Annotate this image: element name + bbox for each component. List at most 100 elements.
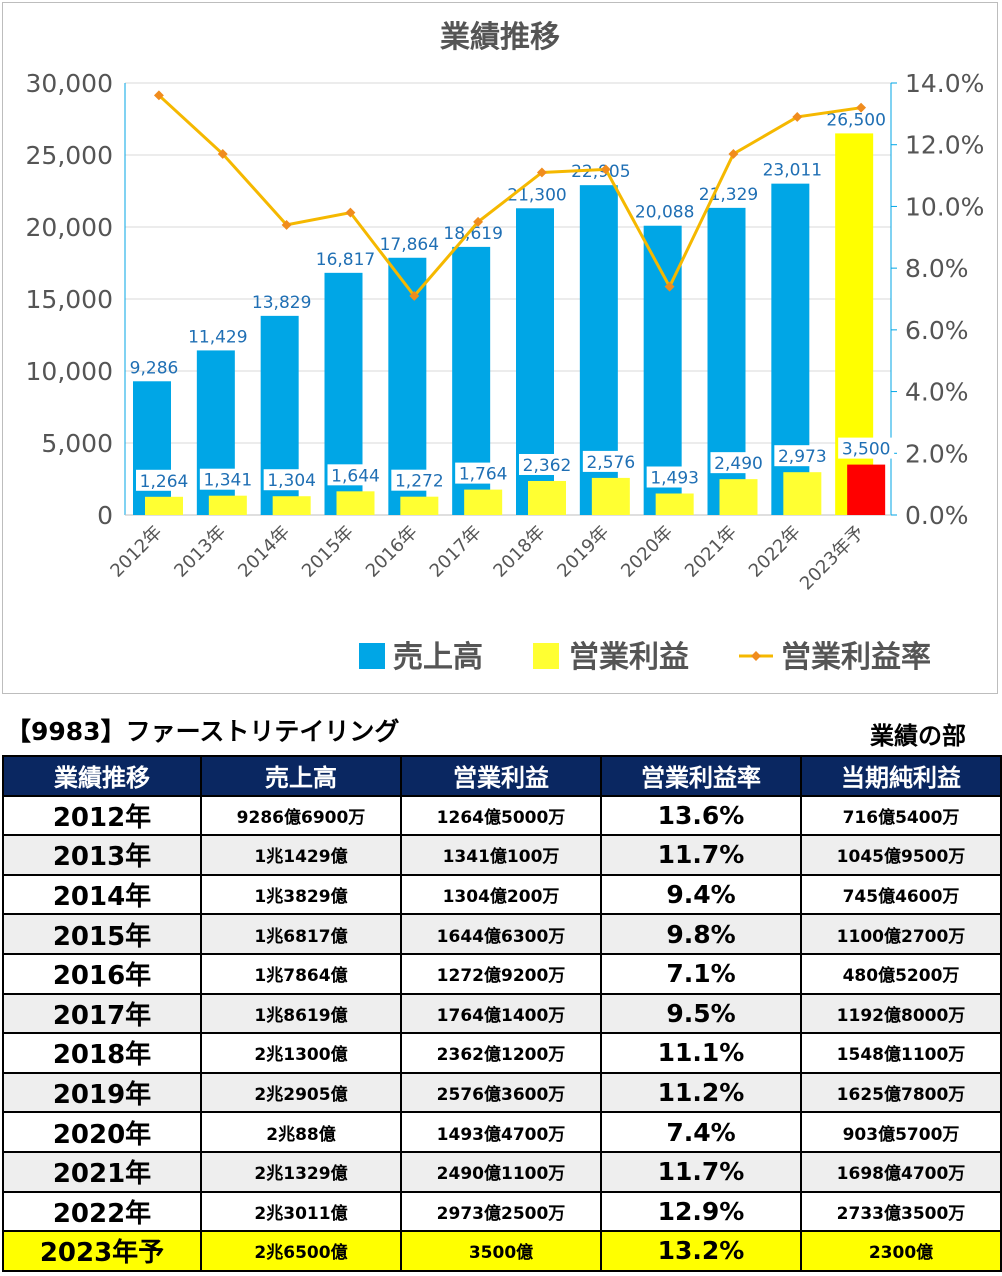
cell-revenue: 1兆6817億: [200, 913, 402, 955]
operating-profit-bar: [400, 496, 439, 515]
performance-chart: 業績推移 0 5,000 10,000 15,000 20,000 25,000 30,000…: [26, 20, 985, 675]
operating-profit-bar: [464, 489, 503, 515]
legend-marker-operating-margin: [751, 651, 761, 661]
profit-label-bg: [710, 452, 767, 474]
operating-profit-data-label: 1,644: [331, 466, 380, 486]
cell-net-income: 745億4600万: [800, 873, 1002, 916]
cell-operating-margin: 11.7%: [600, 834, 802, 876]
cell-period: 2021年: [2, 1150, 202, 1193]
col-header-net-income: 当期純利益: [800, 755, 1002, 797]
x-tick-label: 2023年予: [796, 522, 869, 595]
operating-margin-point: [728, 149, 739, 159]
table-row: 2020年 2兆88億 1493億4700万 7.4% 903億5700万: [2, 1111, 1002, 1153]
x-tick-label: 2022年: [745, 522, 805, 582]
cell-revenue: 1兆3829億: [200, 873, 402, 916]
profit-label-bg: [391, 469, 448, 491]
table-row: 2012年 9286億6900万 1264億5000万 13.6% 716億5400万: [2, 794, 1002, 837]
operating-margin-point: [600, 164, 611, 175]
revenue-data-label: 26,500: [826, 110, 885, 130]
cell-operating-margin: 11.1%: [600, 1032, 802, 1074]
table-row: 2014年 1兆3829億 1304億200万 9.4% 745億4600万: [2, 873, 1002, 916]
section-label: 業績の部: [870, 722, 966, 750]
y-tick-label: 10,000: [26, 357, 113, 386]
performance-table: 業績推移 売上高 営業利益 営業利益率 当期純利益 2012年 9286億6900…: [2, 755, 1002, 1272]
cell-period: 2020年: [2, 1111, 202, 1153]
cell-period: 2019年: [2, 1071, 202, 1114]
table-row: 2022年 2兆3011億 2973億2500万 12.9% 2733億3500万: [2, 1190, 1002, 1233]
cell-period: 2018年: [2, 1032, 202, 1074]
chart-panel: 業績推移 0 5,000 10,000 15,000 20,000 25,000 30,000…: [2, 2, 998, 694]
cell-operating-margin: 9.4%: [600, 873, 802, 916]
operating-margin-point: [473, 216, 484, 227]
revenue-data-label: 23,011: [763, 161, 822, 181]
y-tick-label: 30,000: [26, 69, 113, 98]
y-tick-label: 20,000: [26, 213, 113, 242]
cell-revenue: 1兆1429億: [200, 834, 402, 876]
cell-operating-profit: 1644億6300万: [400, 913, 602, 955]
operating-margin-point: [217, 149, 228, 159]
operating-margin-line: [157, 94, 862, 299]
operating-profit-bar: [336, 491, 375, 515]
x-tick-label: 2021年: [681, 522, 741, 582]
cell-net-income: 480億5200万: [800, 952, 1002, 995]
y-tick-label: 15,000: [26, 285, 113, 314]
cell-period: 2023年予: [2, 1230, 202, 1272]
x-tick-label: 2012年: [106, 522, 166, 582]
col-header-period: 業績推移: [2, 755, 202, 797]
legend-label-revenue: 売上高: [393, 640, 483, 675]
y2-tick-label: 10.0%: [905, 192, 984, 221]
cell-period: 2022年: [2, 1190, 202, 1233]
col-header-operating-profit: 営業利益: [400, 755, 602, 797]
cell-operating-margin: 7.1%: [600, 952, 802, 995]
operating-margin-point: [536, 167, 547, 178]
y2-tick-label: 4.0%: [905, 378, 969, 407]
y2-tick-label: 0.0%: [905, 501, 969, 530]
operating-margin-point: [281, 219, 292, 230]
operating-profit-data-label: 1,264: [140, 472, 189, 492]
y-tick-label: 5,000: [41, 429, 113, 458]
profit-label-bg: [136, 469, 192, 491]
operating-profit-data-label: 2,973: [778, 447, 827, 467]
legend-swatch-revenue: [359, 643, 385, 669]
operating-profit-bar: [272, 496, 311, 515]
revenue-data-label: 16,817: [316, 250, 375, 270]
cell-operating-profit: 2490億1100万: [400, 1150, 602, 1193]
cell-operating-profit: 2973億2500万: [400, 1190, 602, 1233]
y-tick-label: 0: [97, 501, 113, 530]
operating-profit-data-label: 2,362: [523, 456, 572, 476]
table-row: 2015年 1兆6817億 1644億6300万 9.8% 1100億2700万: [2, 913, 1002, 955]
operating-margin-point: [792, 111, 803, 122]
operating-margin-point: [345, 207, 356, 218]
y2-tick-label: 6.0%: [905, 316, 969, 345]
operating-profit-data-label: 1,272: [395, 472, 444, 492]
revenue-data-label: 18,619: [443, 224, 502, 244]
cell-operating-profit: 1493億4700万: [400, 1111, 602, 1153]
operating-profit-bar: [528, 480, 566, 515]
revenue-bar: [133, 381, 171, 515]
legend-label-operating-margin: 営業利益率: [781, 640, 931, 675]
operating-profit-bar: [591, 477, 630, 515]
operating-margin-point: [856, 102, 867, 113]
profit-label-bg: [519, 453, 575, 475]
cell-net-income: 1100億2700万: [800, 913, 1002, 955]
y2-tick-label: 12.0%: [905, 131, 984, 160]
table-row: 2019年 2兆2905億 2576億3600万 11.2% 1625億7800万: [2, 1071, 1002, 1114]
revenue-data-label: 21,329: [699, 185, 758, 205]
revenue-data-label: 22,905: [571, 162, 630, 182]
cell-operating-margin: 7.4%: [600, 1111, 802, 1153]
cell-net-income: 2300億: [800, 1230, 1002, 1272]
cell-net-income: 1045億9500万: [800, 834, 1002, 876]
cell-revenue: 2兆1329億: [200, 1150, 402, 1193]
cell-net-income: 1192億8000万: [800, 992, 1002, 1035]
col-header-operating-margin: 営業利益率: [600, 755, 802, 797]
cell-operating-margin: 12.9%: [600, 1190, 802, 1233]
cell-period: 2014年: [2, 873, 202, 916]
operating-profit-bar: [208, 495, 247, 515]
operating-profit-bar: [655, 493, 694, 515]
cell-operating-profit: 1341億100万: [400, 834, 602, 876]
cell-period: 2017年: [2, 992, 202, 1035]
cell-operating-margin: 13.2%: [600, 1230, 802, 1272]
cell-revenue: 1兆8619億: [200, 992, 402, 1035]
table-row: 2018年 2兆1300億 2362億1200万 11.1% 1548億1100万: [2, 1032, 1002, 1074]
cell-operating-profit: 1264億5000万: [400, 794, 602, 837]
